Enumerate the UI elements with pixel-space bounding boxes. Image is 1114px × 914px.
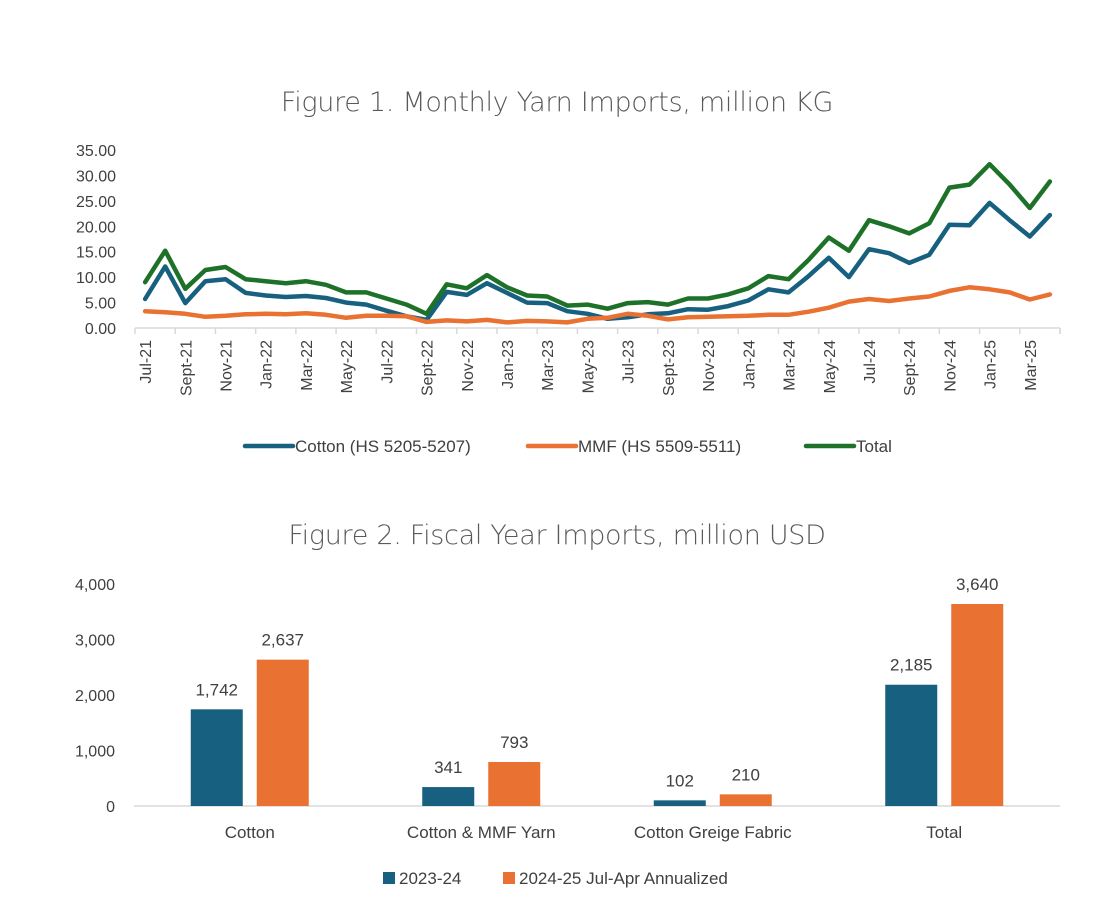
x-tick-label: Jan-23 xyxy=(500,340,517,389)
x-tick-label: Jan-22 xyxy=(259,340,276,389)
y-tick-label: 35.00 xyxy=(76,143,116,160)
bar-2024-25 xyxy=(719,794,772,806)
figure2-title: Figure 2. Fiscal Year Imports, million U… xyxy=(288,520,826,551)
y-tick-label: 1,000 xyxy=(75,744,115,761)
y-tick-label: 0.00 xyxy=(85,321,116,338)
x-tick-label: Nov-24 xyxy=(942,340,959,392)
y-tick-label: 25.00 xyxy=(76,194,116,211)
category-label: Cotton & MMF Yarn xyxy=(407,823,556,842)
category-label: Cotton xyxy=(225,823,275,842)
legend-swatch-2023-24 xyxy=(383,872,395,884)
data-label: 102 xyxy=(666,771,694,790)
x-tick-label: Jan-24 xyxy=(741,340,758,389)
data-label: 2,637 xyxy=(261,631,304,650)
series-line-total xyxy=(142,161,1053,317)
x-tick-label: Mar-25 xyxy=(1023,340,1040,391)
x-tick-label: Nov-21 xyxy=(218,340,235,392)
x-tick-label: Sept-21 xyxy=(178,340,195,396)
bar-2023-24 xyxy=(422,787,475,806)
data-label: 210 xyxy=(732,765,760,784)
y-tick-label: 2,000 xyxy=(75,688,115,705)
data-label: 341 xyxy=(434,758,462,777)
x-tick-label: Jul-21 xyxy=(138,340,155,384)
bar-2023-24 xyxy=(653,800,706,806)
figure1-plot: 0.00 5.00 10.00 15.00 20.00 25.00 30.00 35.00 Ju… xyxy=(76,143,1061,456)
legend-label-mmf: MMF (HS 5509-5511) xyxy=(578,437,741,456)
y-tick-label: 3,000 xyxy=(75,633,115,650)
x-tick-label: May-22 xyxy=(339,340,356,393)
legend-swatch-2024-25 xyxy=(503,872,515,884)
x-tick-label: Nov-23 xyxy=(701,340,718,392)
legend-label-2024-25: 2024-25 Jul-Apr Annualized xyxy=(519,869,728,888)
legend-label-2023-24: 2023-24 xyxy=(399,869,461,888)
x-tick-label: Sept-24 xyxy=(902,340,919,396)
y-tick-label: 30.00 xyxy=(76,168,116,185)
figure2-plot: 0 1,000 2,000 3,000 4,000 1,742 2,637 Cotton 341… xyxy=(75,575,1060,888)
y-tick-label: 0 xyxy=(106,799,115,816)
category-label: Cotton Greige Fabric xyxy=(634,823,792,842)
x-tick-label: Jul-22 xyxy=(379,340,396,384)
x-tick-label: Sept-22 xyxy=(420,340,437,396)
bar-2023-24 xyxy=(190,709,243,806)
series-line-mmf xyxy=(142,285,1053,325)
y-tick-label: 15.00 xyxy=(76,245,116,262)
x-tick-label: Jul-24 xyxy=(862,340,879,384)
y-tick-label: 5.00 xyxy=(85,296,116,313)
x-tick-label: Mar-24 xyxy=(782,340,799,391)
data-label: 793 xyxy=(500,733,528,752)
bar-2024-25 xyxy=(256,659,309,806)
data-label: 1,742 xyxy=(195,680,238,699)
data-label: 3,640 xyxy=(956,575,999,594)
bar-2024-25 xyxy=(951,603,1004,806)
series-line-cotton xyxy=(142,200,1053,323)
x-tick-label: May-23 xyxy=(580,340,597,393)
x-tick-label: Nov-22 xyxy=(460,340,477,392)
y-tick-label: 10.00 xyxy=(76,270,116,287)
x-tick-label: May-24 xyxy=(822,340,839,393)
x-tick-label: Jan-25 xyxy=(983,340,1000,389)
legend-label-cotton: Cotton (HS 5205-5207) xyxy=(295,437,471,456)
x-tick-label: Jul-23 xyxy=(621,340,638,384)
category-label: Total xyxy=(926,823,962,842)
y-tick-label: 4,000 xyxy=(75,577,115,594)
x-tick-label: Mar-22 xyxy=(299,340,316,391)
figure1-title: Figure 1. Monthly Yarn Imports, million … xyxy=(280,87,834,118)
x-tick-label: Sept-23 xyxy=(661,340,678,396)
bar-2023-24 xyxy=(885,684,938,806)
x-tick-label: Mar-23 xyxy=(540,340,557,391)
data-label: 2,185 xyxy=(890,656,933,675)
legend-label-total: Total xyxy=(856,437,892,456)
bar-2024-25 xyxy=(488,761,541,806)
y-tick-label: 20.00 xyxy=(76,219,116,236)
